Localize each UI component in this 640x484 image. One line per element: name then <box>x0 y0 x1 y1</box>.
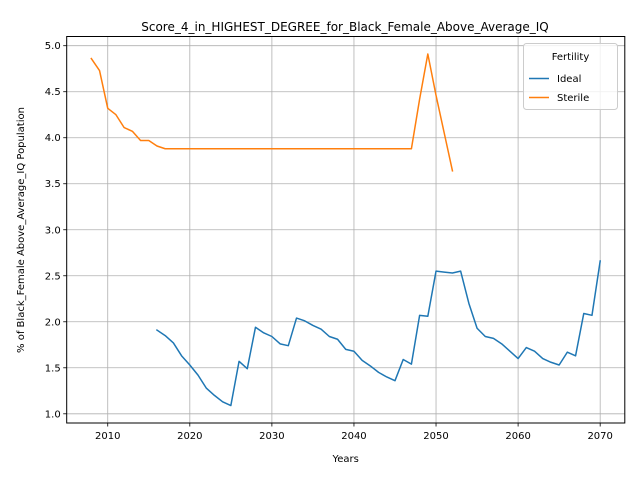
y-tick-label: 4.0 <box>45 133 61 144</box>
legend-title: Fertility <box>552 52 590 63</box>
y-tick-label: 2.5 <box>45 271 61 282</box>
y-axis-label: % of Black_Female Above_Average_IQ Popul… <box>16 107 27 353</box>
y-tick-label: 1.5 <box>45 363 61 374</box>
x-axis: 2010 2020 2030 2040 2050 2060 2070 <box>95 423 613 442</box>
x-axis-label: Years <box>332 454 359 465</box>
x-tick-label: 2060 <box>505 431 530 442</box>
x-tick-label: 2050 <box>423 431 448 442</box>
y-tick-label: 3.5 <box>45 179 61 190</box>
legend: Fertility Ideal Sterile <box>523 43 618 110</box>
y-tick-label: 3.0 <box>45 225 61 236</box>
y-axis: 1.0 1.5 2.0 2.5 3.0 3.5 4.0 4.5 5.0 <box>45 41 67 420</box>
legend-label-ideal: Ideal <box>557 74 581 85</box>
series-line-ideal <box>155 260 602 407</box>
y-tick-label: 2.0 <box>45 317 61 328</box>
x-tick-label: 2040 <box>341 431 366 442</box>
series-line-sterile <box>90 53 454 172</box>
x-tick-label: 2070 <box>587 431 612 442</box>
legend-box <box>523 43 618 110</box>
x-tick-label: 2010 <box>95 431 120 442</box>
y-tick-label: 1.0 <box>45 409 61 420</box>
x-tick-label: 2030 <box>259 431 284 442</box>
y-tick-label: 5.0 <box>45 41 61 52</box>
series-layer <box>90 53 602 407</box>
x-tick-label: 2020 <box>177 431 202 442</box>
legend-label-sterile: Sterile <box>557 93 589 104</box>
y-tick-label: 4.5 <box>45 87 61 98</box>
chart-title: Score_4_in_HIGHEST_DEGREE_for_Black_Fema… <box>141 20 549 34</box>
